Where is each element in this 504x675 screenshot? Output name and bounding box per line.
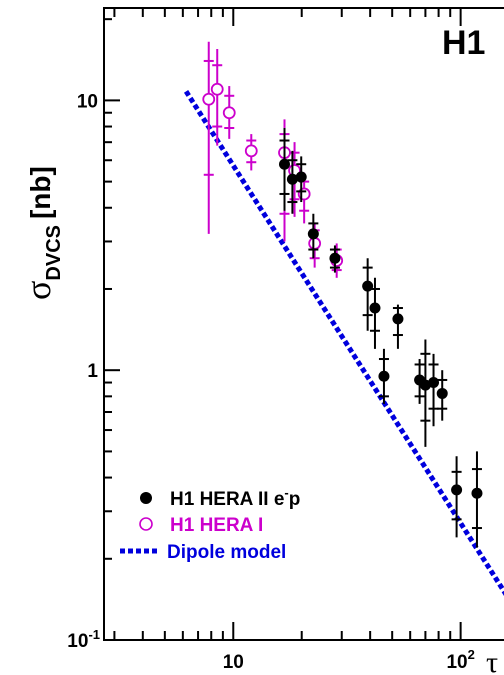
- y-axis-label: σDVCS [nb]: [18, 166, 65, 300]
- data-point: [451, 484, 463, 496]
- legend-marker-filled-circle: [140, 492, 152, 504]
- data-point: [471, 487, 483, 499]
- legend-entry-hera-ii: H1 HERA II e-p: [140, 485, 300, 510]
- x-tick-label: 102: [446, 647, 474, 673]
- x-tick-label: 10: [223, 652, 244, 673]
- y-axis-label-symbol: σ: [18, 281, 58, 300]
- data-point: [202, 92, 216, 106]
- data-point: [308, 237, 322, 250]
- data-point: [369, 302, 381, 314]
- data-point: [329, 252, 341, 264]
- data-point: [436, 387, 448, 399]
- legend-label-hera-ii-sup: -: [284, 485, 288, 500]
- svg-text:H1 HERA II e-p: H1 HERA II e-p: [170, 485, 300, 510]
- legend-label-hera-ii-tail: p: [289, 489, 301, 510]
- legend-entry-hera-i: H1 HERA I: [139, 515, 263, 536]
- y-tick-label: 1: [87, 361, 98, 382]
- plot-frame: [103, 7, 504, 641]
- data-point: [286, 173, 298, 185]
- data-point: [428, 377, 440, 389]
- dipole-model-line: [183, 90, 504, 596]
- y-tick-label: 10: [77, 91, 98, 112]
- legend-marker-open-circle: [139, 517, 153, 531]
- svg-text:σDVCS[nb]: σDVCS [nb]: [18, 166, 65, 300]
- data-marks: [183, 41, 504, 596]
- legend-label-dipole: Dipole model: [167, 542, 286, 563]
- data-point: [295, 171, 307, 183]
- data-point: [210, 82, 224, 96]
- chart-title: H1: [442, 24, 485, 62]
- data-point: [378, 370, 390, 382]
- data-point: [279, 158, 291, 170]
- legend-entry-dipole: Dipole model: [120, 542, 286, 563]
- legend-label-hera-i: H1 HERA I: [170, 515, 263, 536]
- y-axis-label-subscript: DVCS: [43, 225, 65, 281]
- legend: H1 HERA II e-p H1 HERA I Dipole model: [120, 485, 300, 563]
- legend-label-hera-ii: H1 HERA II e: [170, 489, 284, 510]
- x-axis-label: τ: [486, 646, 498, 675]
- data-point: [392, 313, 404, 325]
- data-point: [222, 106, 236, 120]
- y-tick-label: 10-1: [67, 627, 100, 652]
- data-point: [307, 228, 319, 240]
- axes: 10-1 1 10 10 102: [67, 8, 475, 673]
- y-axis-label-unit: [nb]: [25, 166, 56, 219]
- data-point: [244, 144, 258, 158]
